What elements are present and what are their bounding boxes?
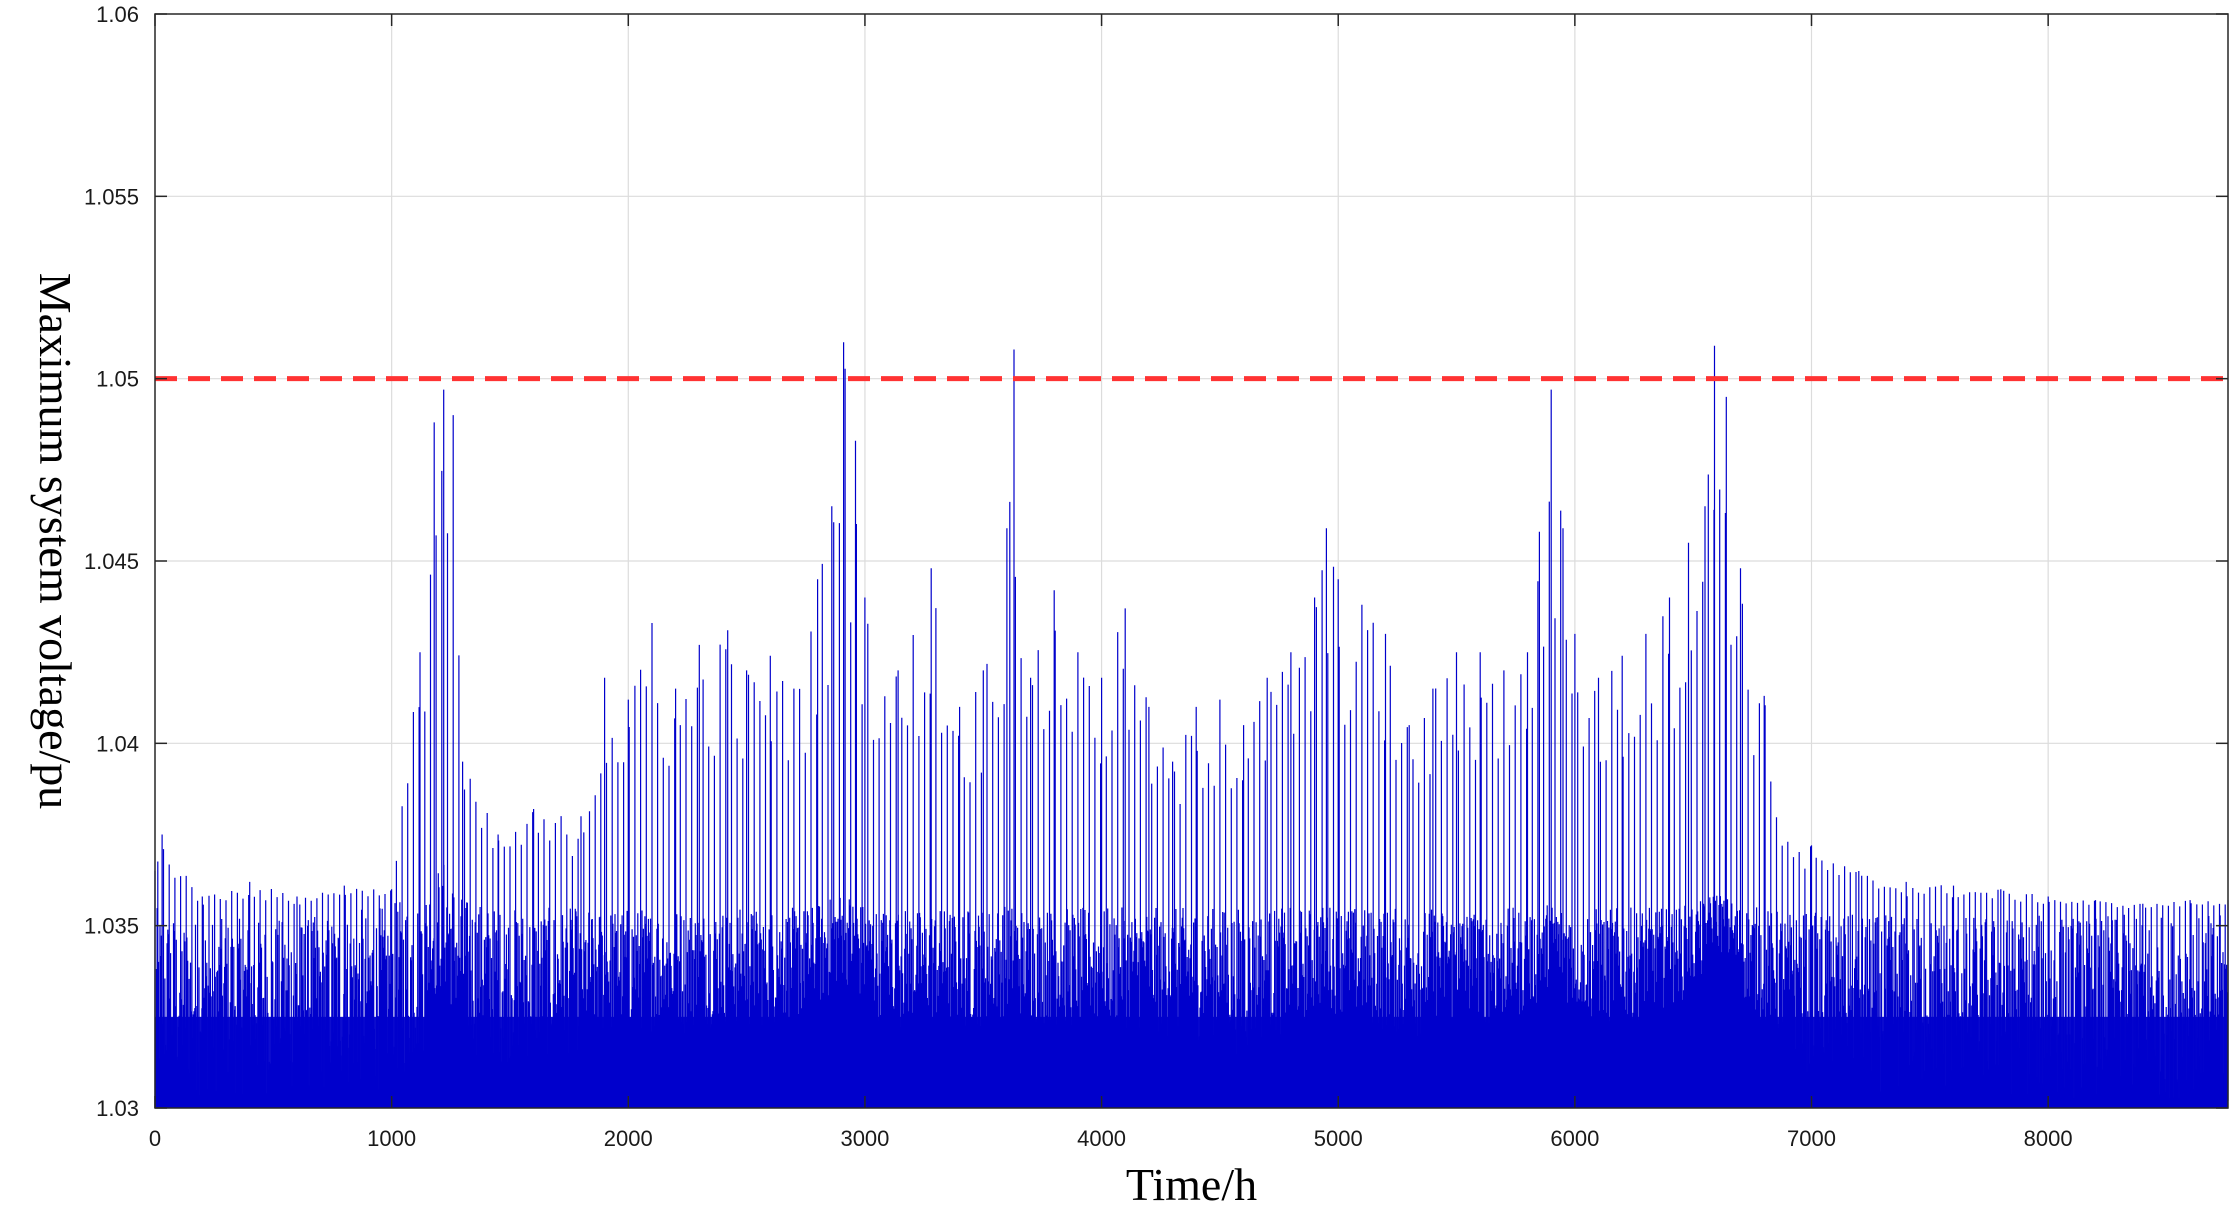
y-tick-label: 1.03 <box>96 1096 139 1121</box>
axis-ticks <box>154 13 2228 1109</box>
x-tick-label: 4000 <box>1077 1126 1126 1151</box>
x-tick-label: 8000 <box>2024 1126 2073 1151</box>
y-axis-title: Maximum system voltage/pu <box>30 273 81 810</box>
x-tick-label: 2000 <box>604 1126 653 1151</box>
x-tick-label: 1000 <box>367 1126 416 1151</box>
y-tick-label: 1.04 <box>96 731 139 756</box>
x-tick-label: 3000 <box>840 1126 889 1151</box>
x-tick-label: 0 <box>149 1126 161 1151</box>
y-tick-label: 1.035 <box>84 914 139 939</box>
x-tick-label: 6000 <box>1550 1126 1599 1151</box>
x-tick-labels: 0 1000 2000 3000 4000 5000 6000 7000 8000 <box>149 1126 2073 1151</box>
x-tick-label: 7000 <box>1787 1126 1836 1151</box>
y-tick-label: 1.05 <box>96 367 139 392</box>
y-tick-label: 1.045 <box>84 549 139 574</box>
y-tick-labels: 1.03 1.035 1.04 1.045 1.05 1.055 1.06 <box>84 2 139 1121</box>
x-tick-label: 5000 <box>1314 1126 1363 1151</box>
series-voltage <box>154 342 2229 1108</box>
y-tick-label: 1.06 <box>96 2 139 27</box>
y-tick-label: 1.055 <box>84 184 139 209</box>
x-axis-title: Time/h <box>1126 1159 1257 1210</box>
